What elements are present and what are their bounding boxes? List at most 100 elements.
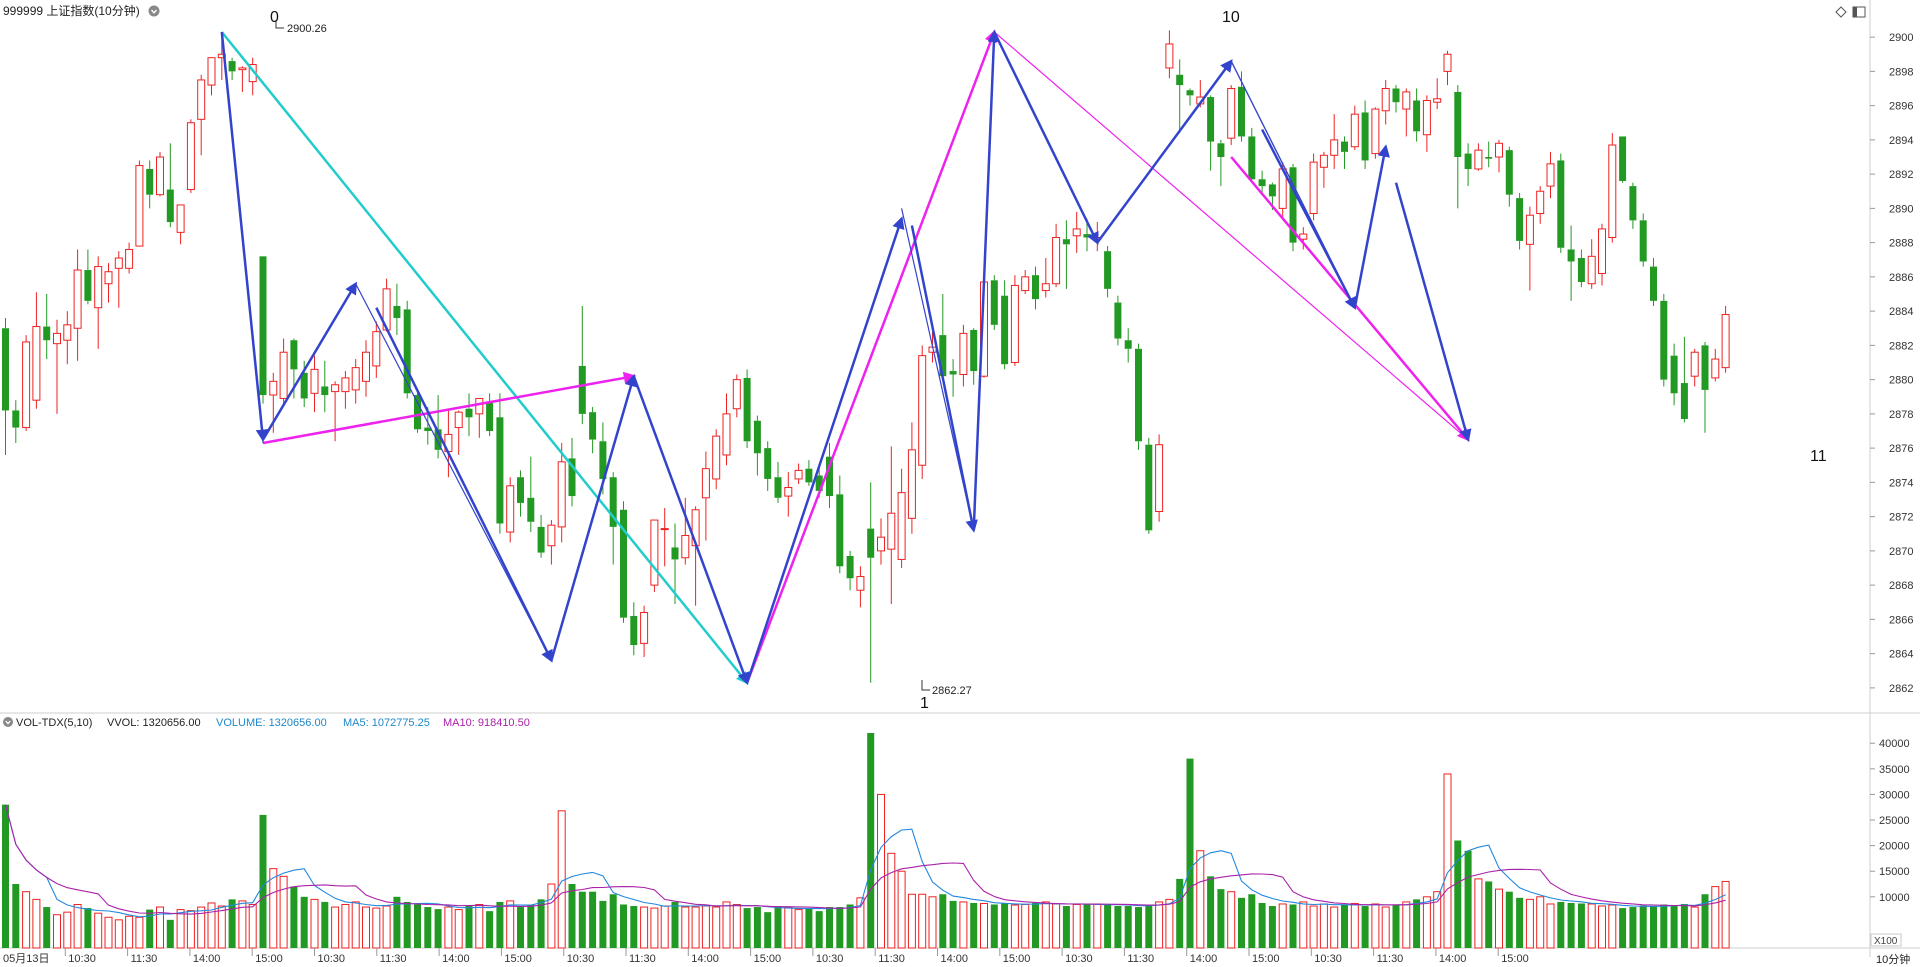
volume-bar [599,900,607,948]
candle [517,470,524,517]
chevron-down-circle-icon[interactable] [148,5,160,17]
price-tick-label: 2894 [1889,135,1913,147]
window-icon[interactable] [1852,6,1866,18]
volume-tick-label: 40000 [1879,738,1910,750]
candle [1032,266,1039,310]
volume-tick-label: 15000 [1879,866,1910,878]
wave-label-1: 1 [920,695,929,712]
volume-bar [1093,903,1102,949]
candle [1629,182,1637,229]
time-tick-label: 11:30 [1127,953,1154,965]
wave-label-0: 0 [270,9,279,26]
candle [1598,223,1606,286]
candle [475,397,484,438]
candle [454,410,463,455]
candle [1010,275,1019,366]
price-tick-label: 2884 [1889,306,1913,318]
volume-bar [691,906,700,949]
volume-bar [547,883,556,949]
volume-bar [32,898,41,949]
volume-bar [1299,901,1308,949]
volume-bar [1402,901,1411,949]
candle [609,472,617,565]
volume-bar [660,905,669,949]
candle [1186,88,1194,106]
volume-bar [578,891,586,948]
volume-bar [949,900,957,948]
price-tick-label: 2862 [1889,683,1913,695]
volume-bar [331,906,340,949]
volume-bar [980,902,988,949]
candle [2,317,9,455]
volume-bar [1474,878,1483,949]
candle [1052,223,1061,288]
candle [1443,50,1452,86]
candle [537,514,545,558]
wave-line-magenta [262,371,637,445]
price-tick-label: 2886 [1889,272,1913,284]
volume-bar [1258,902,1266,948]
volume-bar [1032,902,1039,948]
price-tick-label: 2878 [1889,409,1913,421]
candle [279,338,288,406]
volume-bar [640,906,649,949]
volume-bar [1361,906,1369,948]
volume-bar [496,901,504,948]
candle [1474,143,1483,171]
candle [1525,206,1534,291]
candle [486,393,494,437]
volume-bar [743,908,751,948]
diamond-icon[interactable] [1835,6,1847,18]
volume-bar [1186,758,1194,948]
candle [1680,336,1688,423]
price-tick-label: 2892 [1889,169,1913,181]
wave-lines [220,29,1472,686]
candle [660,508,669,567]
candle [547,520,556,565]
price-axis: 2900 2898 2896 2894 2892 2890 2888 2886 2884 2882… [1870,32,1913,695]
volume-bar [1587,903,1596,949]
price-tick-label: 2898 [1889,66,1913,78]
volume-bar [537,899,545,948]
volume-bar [351,901,360,949]
volume-bar [568,884,576,948]
wave-line-magenta-thin [993,31,1469,441]
candle [589,407,597,454]
volume-value: VOLUME: 1320656.00 [216,717,327,729]
price-tick-label: 2866 [1889,614,1913,626]
candle [753,415,761,476]
candle [53,319,61,414]
candle [620,501,627,623]
candle [856,566,865,608]
candle [506,477,515,543]
candle [701,451,710,541]
volume-bar [589,891,597,948]
candle [1650,258,1657,306]
volume-bar [671,901,679,948]
volume-bar [1516,897,1524,948]
volume-bar [1536,896,1545,949]
chevron-down-circle-icon[interactable] [3,717,13,727]
candle [867,482,875,683]
candle [321,360,329,413]
wave-line-blue [745,216,905,684]
candle [228,57,236,80]
volume-bar [1711,886,1720,949]
volume-bar [63,911,72,949]
volume-bar [753,907,761,948]
volume-bar [784,906,793,949]
candle [1701,341,1709,433]
volume-bar [990,904,998,948]
volume-bar [1248,894,1256,948]
candle [1422,95,1431,152]
volume-bar [630,906,638,948]
candle [794,463,803,485]
volume-bar [310,898,319,949]
volume-bar [300,896,308,948]
volume-bar [1639,905,1647,948]
volume-bar [1690,906,1699,949]
candle [1350,105,1359,151]
candle [269,372,278,433]
time-tick-label: 15:00 [754,953,782,965]
volume-bar [609,894,617,948]
